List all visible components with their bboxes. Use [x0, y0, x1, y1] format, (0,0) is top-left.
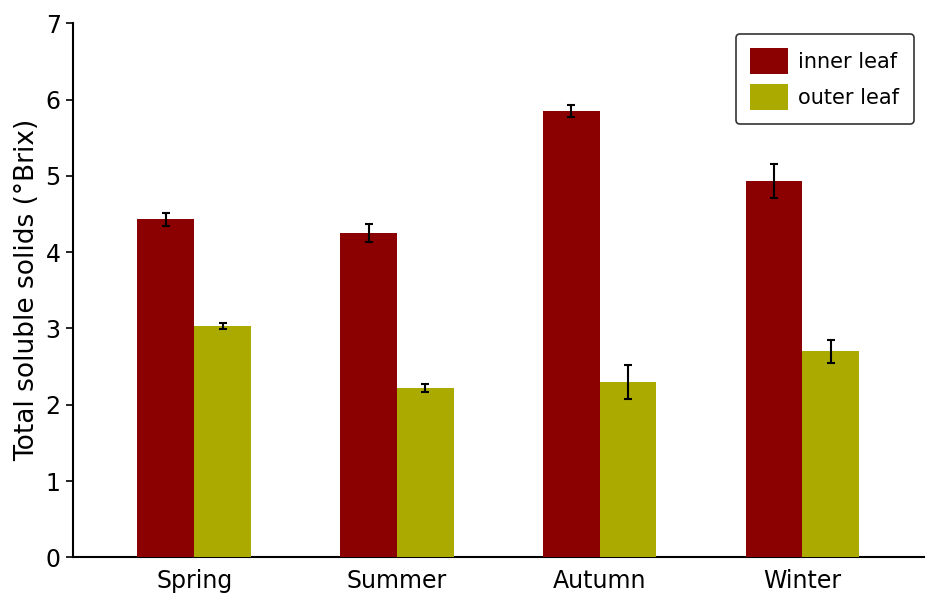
Bar [194, 326, 251, 557]
Y-axis label: Total soluble solids (°Brix): Total soluble solids (°Brix) [14, 119, 40, 461]
Bar [137, 219, 194, 557]
Bar [802, 351, 859, 557]
Bar [543, 111, 599, 557]
Bar [340, 233, 397, 557]
Legend: inner leaf, outer leaf: inner leaf, outer leaf [735, 34, 914, 124]
Bar [746, 181, 802, 557]
Bar [599, 382, 657, 557]
Bar [397, 388, 454, 557]
